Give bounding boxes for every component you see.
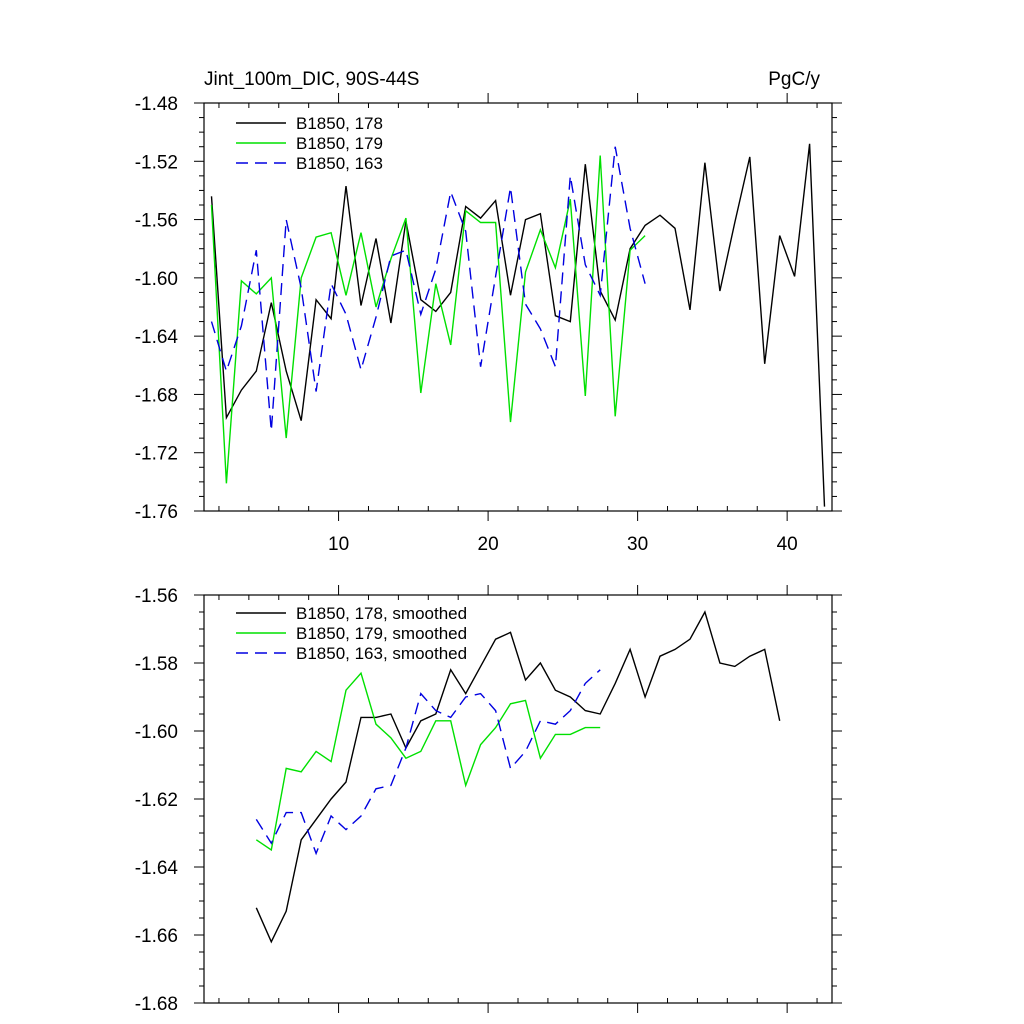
y-tick-label: -1.56	[135, 211, 178, 232]
y-tick-label: -1.68	[135, 385, 178, 406]
y-tick-label: -1.56	[135, 586, 178, 607]
legend-label: B1850, 163, smoothed	[296, 644, 467, 663]
y-tick-label: -1.64	[135, 858, 179, 879]
series-line-1	[210, 143, 826, 507]
y-tick-label: -1.72	[135, 444, 178, 465]
series-line-2	[210, 155, 646, 484]
legend-label: B1850, 179	[296, 134, 383, 153]
y-tick-label: -1.60	[135, 269, 178, 290]
y-tick-label: -1.58	[135, 654, 178, 675]
y-tick-label: -1.48	[135, 94, 178, 115]
series-line-1	[255, 610, 781, 944]
y-tick-label: -1.66	[135, 926, 178, 947]
legend-label: B1850, 163	[296, 154, 383, 173]
chart-title: Jint_100m_DIC, 90S-44S	[204, 69, 419, 90]
y-tick-label: -1.68	[135, 994, 178, 1015]
y-tick-label: -1.52	[135, 152, 178, 173]
series-line-2	[255, 671, 601, 852]
legend-label: B1850, 178, smoothed	[296, 604, 467, 623]
x-tick-label: 40	[777, 534, 798, 555]
series-line-3	[210, 146, 646, 431]
y-tick-label: -1.62	[135, 790, 178, 811]
top-panel: 10 20 30 40 -1.48 -1.52 -1.56 -1.60 -1.64 -1.68 -1…	[135, 69, 842, 555]
units-label: PgC/y	[768, 69, 820, 90]
legend-label: B1850, 179, smoothed	[296, 624, 467, 643]
legend-label: B1850, 178	[296, 114, 383, 133]
y-tick-label: -1.60	[135, 722, 178, 743]
y-tick-label: -1.64	[135, 327, 179, 348]
y-tick-label: -1.76	[135, 502, 178, 523]
x-tick-label: 30	[627, 534, 648, 555]
x-tick-label: 10	[328, 534, 349, 555]
x-tick-label: 20	[478, 534, 499, 555]
bottom-panel: -1.56 -1.58 -1.60 -1.62 -1.64 -1.66 -1.68 B1850…	[135, 585, 842, 1015]
